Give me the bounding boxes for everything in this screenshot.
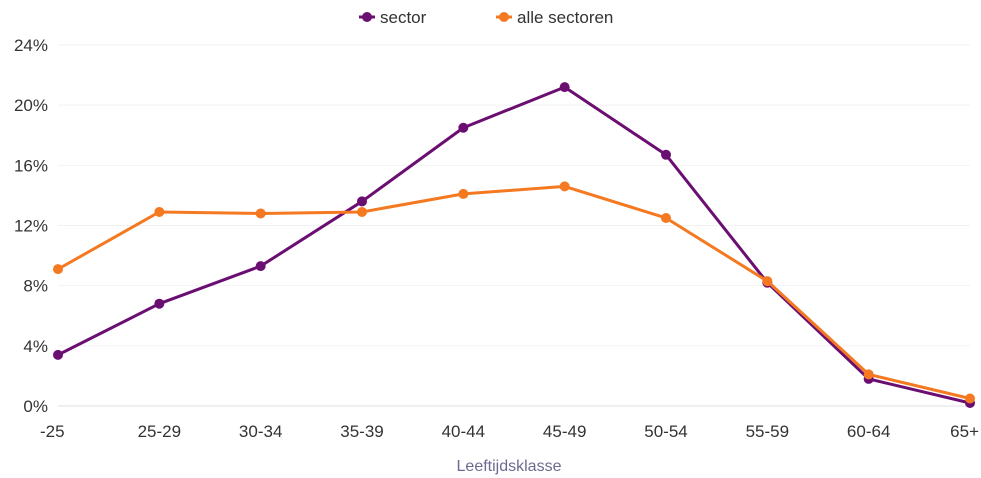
x-tick-label: 50-54 [644, 422, 687, 441]
legend-marker [362, 12, 372, 22]
x-axis-tick-labels: -25 25-29 30-34 35-39 40-44 45-49 50-54 55-59 60… [40, 422, 979, 441]
x-tick-label: 25-29 [138, 422, 181, 441]
x-tick-label: 55-59 [746, 422, 789, 441]
x-tick-label: 35-39 [340, 422, 383, 441]
data-point[interactable] [661, 212, 671, 223]
data-point[interactable] [762, 276, 773, 287]
series-group [53, 82, 975, 408]
legend: sector alle sectoren [359, 8, 613, 27]
series-1 [53, 82, 975, 408]
x-tick-label: 30-34 [239, 422, 282, 441]
x-axis-title: Leeftijdsklasse [457, 458, 562, 475]
grid-lines [58, 44, 970, 407]
data-point[interactable] [154, 298, 165, 309]
data-point[interactable] [255, 261, 266, 272]
y-tick-label: 20% [14, 96, 48, 115]
series-line [56, 184, 972, 400]
x-tick-label: 60-64 [847, 422, 890, 441]
y-tick-label: 0% [23, 397, 48, 416]
data-point[interactable] [863, 369, 874, 380]
y-tick-label: 12% [14, 217, 48, 236]
y-tick-label: 16% [14, 156, 48, 175]
series-2 [53, 181, 975, 404]
data-point[interactable] [559, 181, 570, 192]
legend-label: sector [380, 8, 427, 27]
x-tick-label: 40-44 [442, 422, 485, 441]
data-point[interactable] [458, 122, 469, 133]
data-point[interactable] [458, 188, 469, 199]
x-tick-label: 45-49 [543, 422, 586, 441]
data-point[interactable] [154, 206, 165, 217]
legend-marker [499, 12, 509, 22]
legend-label: alle sectoren [517, 8, 613, 27]
data-point[interactable] [255, 208, 266, 219]
data-point[interactable] [53, 349, 63, 360]
y-tick-label: 24% [14, 36, 48, 55]
legend-item[interactable]: alle sectoren [496, 8, 613, 27]
x-tick-label: -25 [40, 422, 65, 441]
data-point[interactable] [965, 393, 975, 404]
series-line [56, 85, 972, 405]
data-point[interactable] [559, 82, 570, 93]
legend-item[interactable]: sector [359, 8, 427, 27]
x-tick-label: 65+ [950, 422, 979, 441]
data-point[interactable] [357, 196, 367, 207]
data-point[interactable] [661, 149, 671, 160]
data-point[interactable] [357, 206, 367, 217]
y-tick-label: 8% [23, 277, 48, 296]
data-point[interactable] [53, 264, 63, 275]
y-axis-tick-labels: 0% 4% 8% 12% 16% 20% 24% [14, 36, 48, 416]
y-tick-label: 4% [23, 337, 48, 356]
